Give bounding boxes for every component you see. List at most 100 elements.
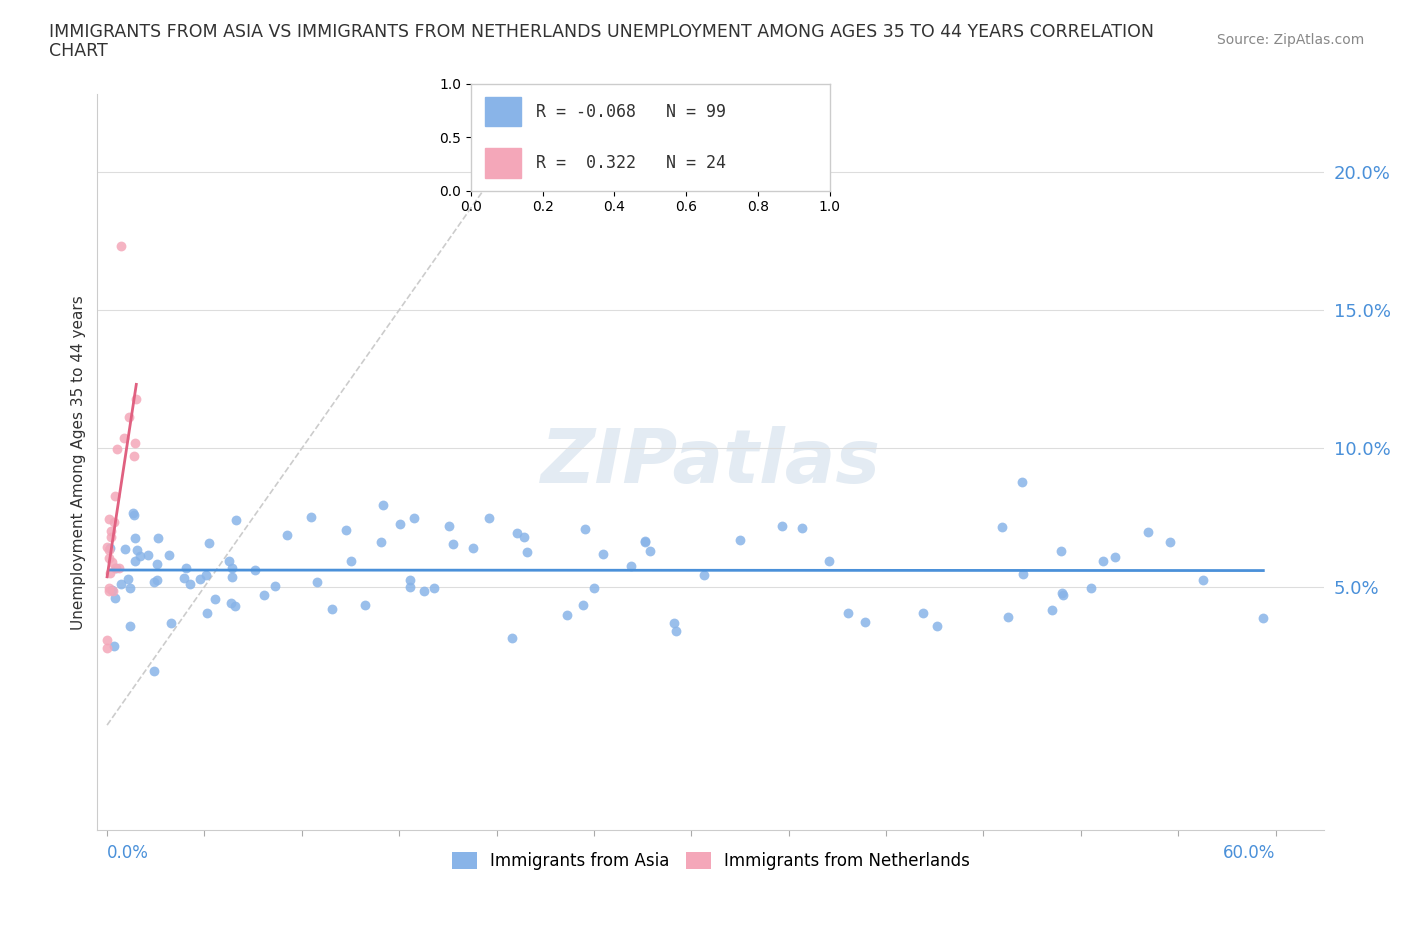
Point — [1050, 544, 1073, 559]
Point — [96, 641, 118, 656]
Point — [506, 525, 529, 540]
Point — [120, 581, 142, 596]
Point — [1191, 573, 1213, 588]
Point — [98, 540, 121, 555]
Point — [221, 561, 243, 576]
Point — [101, 584, 124, 599]
Point — [146, 531, 169, 546]
Text: Source: ZipAtlas.com: Source: ZipAtlas.com — [1216, 33, 1364, 46]
Point — [855, 615, 877, 630]
Point — [127, 543, 149, 558]
Text: 60.0%: 60.0% — [1223, 844, 1275, 862]
Point — [157, 548, 180, 563]
Point — [441, 537, 464, 551]
Point — [1040, 603, 1063, 618]
Point — [120, 618, 142, 633]
Point — [124, 449, 146, 464]
Point — [160, 616, 183, 631]
Point — [339, 553, 361, 568]
Point — [792, 521, 814, 536]
Point — [665, 624, 688, 639]
Point — [136, 548, 159, 563]
Point — [104, 489, 127, 504]
Point — [101, 582, 124, 597]
Point — [1092, 553, 1115, 568]
Point — [103, 638, 125, 653]
Point — [103, 515, 125, 530]
Point — [299, 509, 322, 524]
Text: CHART: CHART — [49, 42, 108, 60]
Point — [276, 527, 298, 542]
Point — [1050, 586, 1073, 601]
Point — [121, 506, 143, 521]
Point — [225, 512, 247, 527]
Point — [730, 533, 752, 548]
Point — [145, 573, 167, 588]
Point — [124, 507, 146, 522]
Point — [513, 530, 536, 545]
Point — [478, 511, 501, 525]
Point — [97, 581, 120, 596]
Point — [221, 570, 243, 585]
Point — [174, 561, 197, 576]
Point — [399, 579, 422, 594]
Point — [125, 392, 148, 406]
Point — [770, 518, 793, 533]
Point — [335, 523, 357, 538]
Point — [96, 632, 118, 647]
Point — [204, 591, 226, 606]
Point — [353, 597, 375, 612]
Point — [110, 577, 132, 591]
Point — [634, 534, 657, 549]
Point — [195, 605, 218, 620]
Point — [412, 583, 434, 598]
Point — [98, 542, 121, 557]
Point — [516, 544, 538, 559]
Point — [221, 596, 243, 611]
Point — [173, 571, 195, 586]
Point — [243, 563, 266, 578]
Point — [105, 561, 128, 576]
Point — [96, 540, 118, 555]
Point — [1052, 588, 1074, 603]
Point — [128, 548, 150, 563]
Point — [583, 581, 606, 596]
Point — [592, 546, 614, 561]
Point — [124, 435, 146, 450]
Point — [399, 572, 422, 587]
Point — [112, 430, 135, 445]
Point — [693, 568, 716, 583]
Point — [818, 553, 841, 568]
Point — [634, 535, 657, 550]
Bar — [485, 97, 522, 126]
Point — [620, 559, 643, 574]
Point — [1011, 566, 1033, 581]
Point — [194, 567, 217, 582]
Point — [370, 535, 392, 550]
Point — [117, 572, 139, 587]
Point — [101, 554, 124, 569]
Point — [1159, 535, 1181, 550]
Point — [143, 575, 166, 590]
Point — [224, 598, 246, 613]
Point — [98, 565, 121, 580]
Point — [100, 523, 122, 538]
Point — [97, 551, 120, 565]
Point — [389, 517, 412, 532]
Text: IMMIGRANTS FROM ASIA VS IMMIGRANTS FROM NETHERLANDS UNEMPLOYMENT AMONG AGES 35 T: IMMIGRANTS FROM ASIA VS IMMIGRANTS FROM … — [49, 23, 1154, 41]
Point — [664, 616, 686, 631]
Point — [114, 541, 136, 556]
Point — [574, 522, 596, 537]
Point — [423, 581, 446, 596]
Point — [118, 409, 141, 424]
Point — [124, 553, 146, 568]
Bar — [485, 148, 522, 178]
Point — [997, 610, 1019, 625]
Point — [1080, 580, 1102, 595]
Text: ZIPatlas: ZIPatlas — [541, 426, 880, 498]
Point — [990, 520, 1012, 535]
Text: 0.0%: 0.0% — [107, 844, 149, 862]
Point — [197, 536, 219, 551]
Point — [461, 541, 484, 556]
Y-axis label: Unemployment Among Ages 35 to 44 years: Unemployment Among Ages 35 to 44 years — [72, 295, 86, 630]
